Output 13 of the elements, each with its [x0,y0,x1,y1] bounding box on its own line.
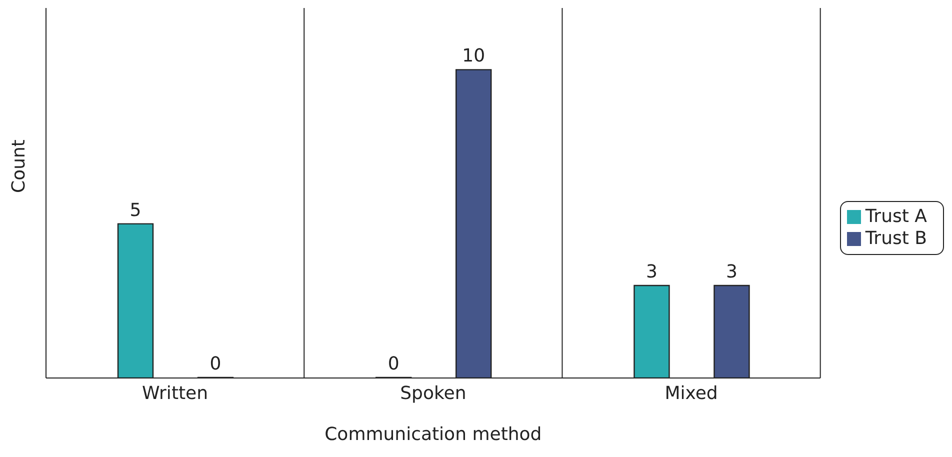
data-label: 3 [726,262,738,282]
x-tick-label: Spoken [400,382,466,404]
data-label: 3 [646,262,658,282]
x-tick-label: Written [142,382,208,404]
data-label: 10 [462,46,486,67]
x-tick-label: Mixed [664,382,718,404]
x-axis-title: Communication method [324,424,542,445]
data-label: 0 [210,354,222,374]
data-label: 5 [130,200,142,221]
y-axis-title: Count [8,140,30,193]
data-label: 0 [388,354,400,374]
legend-label: Trust A [865,206,927,227]
legend-label: Trust B [865,228,927,249]
